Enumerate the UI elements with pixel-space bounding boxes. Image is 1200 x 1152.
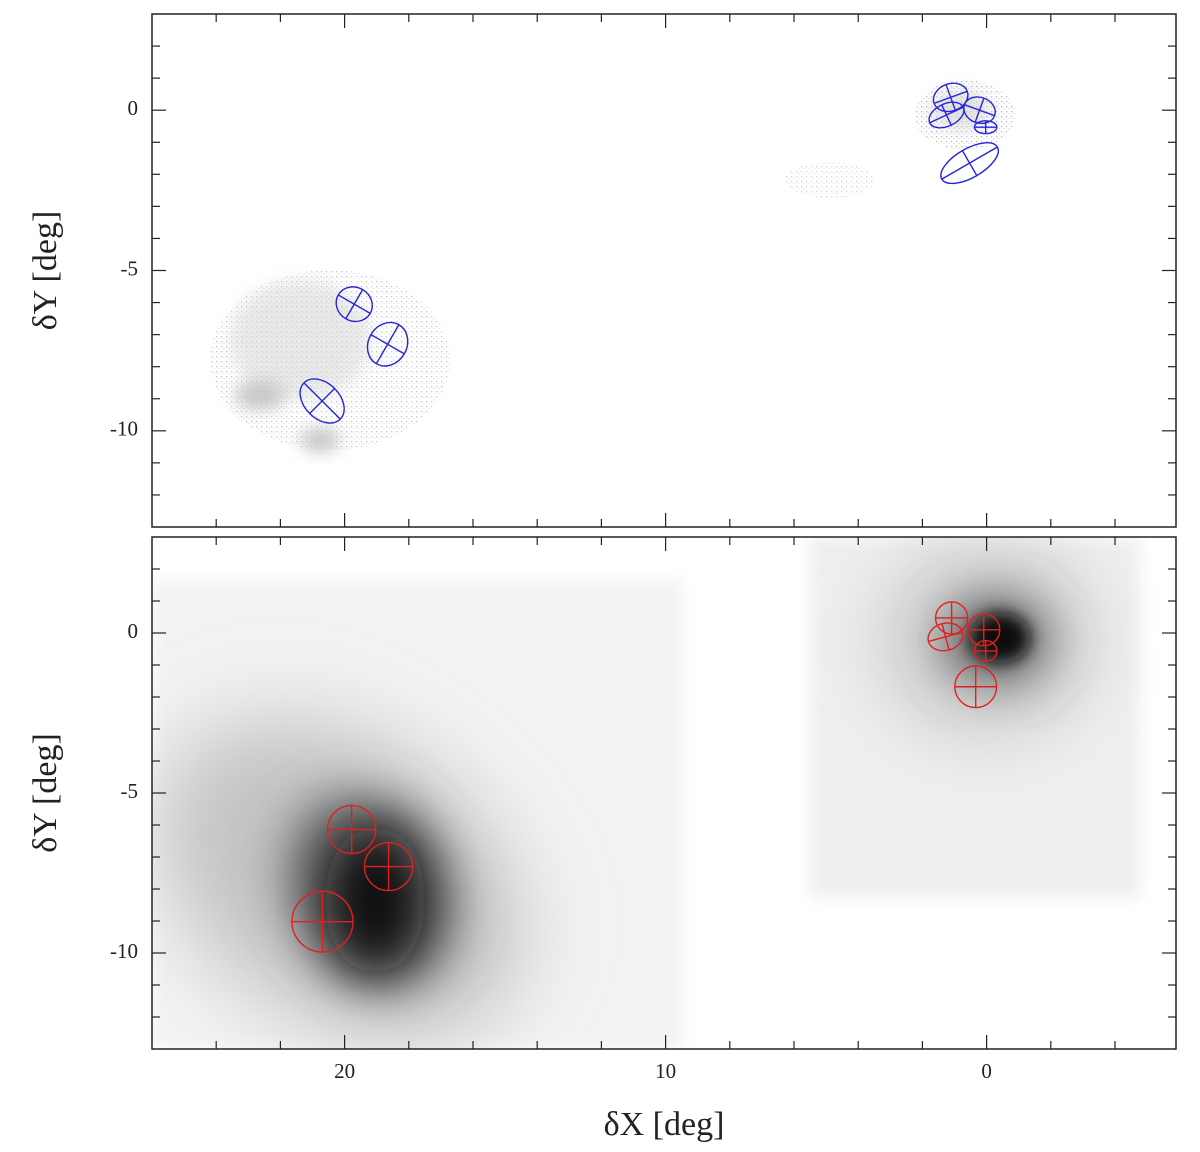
- ellipse-axis: [974, 97, 985, 123]
- x-tick-label: 20: [334, 1059, 355, 1083]
- ellipse-axis: [941, 623, 950, 651]
- ellipse-group: [927, 622, 964, 652]
- y-axis-label: δY [deg]: [27, 211, 64, 331]
- ellipse: [291, 890, 354, 953]
- ellipse-layer: [291, 601, 1001, 953]
- ellipse-group: [335, 286, 373, 323]
- ellipse-group: [366, 321, 409, 367]
- ellipse-axis: [309, 388, 336, 414]
- ellipse-axis: [941, 104, 952, 126]
- ellipse-group: [973, 120, 998, 135]
- y-tick-label: -5: [121, 779, 139, 803]
- ellipse-axis: [961, 150, 978, 176]
- ellipse-group: [363, 841, 414, 892]
- y-tick-label: 0: [128, 619, 139, 643]
- ellipse-axis: [945, 84, 956, 111]
- ellipse-group: [954, 665, 998, 709]
- ellipse-group: [934, 601, 969, 635]
- x-tick-label: 10: [655, 1059, 676, 1083]
- ellipse-group: [326, 804, 377, 855]
- star-density-top: [210, 80, 1015, 452]
- ellipse-group: [963, 96, 996, 125]
- ellipse-group: [291, 890, 354, 953]
- x-axis-label: δX [deg]: [604, 1106, 725, 1143]
- y-axis-label: δY [deg]: [27, 733, 64, 853]
- ellipse-group: [973, 639, 998, 663]
- plot-frame: [151, 536, 1177, 1050]
- star-density-bottom: [152, 537, 1140, 1049]
- ellipse-layer: [299, 82, 1000, 424]
- plot-frame: [151, 13, 1177, 528]
- ellipse-group: [940, 142, 1000, 185]
- y-tick-label: -10: [110, 417, 138, 441]
- ellipse-axis: [345, 289, 364, 320]
- y-tick-label: 0: [128, 96, 139, 120]
- y-tick-label: -10: [110, 939, 138, 963]
- y-tick-label: -5: [121, 256, 139, 280]
- ellipse-axis: [370, 334, 405, 355]
- x-tick-label: 0: [981, 1059, 992, 1083]
- ellipse: [927, 622, 964, 652]
